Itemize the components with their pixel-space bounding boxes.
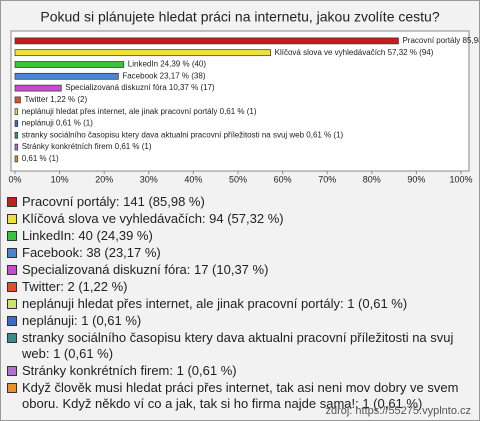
legend-label: Pracovní portály: 141 (85,98 %): [22, 194, 205, 209]
legend-item: Specializovaná diskuzní fóra: 17 (10,37 …: [7, 262, 473, 278]
legend-item: neplánuji hledat přes internet, ale jina…: [7, 296, 473, 312]
x-tick-label: 10%: [51, 174, 69, 184]
bar: [14, 108, 19, 116]
legend-swatch: [7, 282, 17, 292]
legend-swatch: [7, 383, 17, 393]
x-tick-label: 40%: [184, 174, 202, 184]
bar-label: stranky sociálního časopisu ktery dava a…: [22, 130, 344, 139]
legend: Pracovní portály: 141 (85,98 %) Klíčová s…: [7, 194, 473, 413]
legend-label: Když člověk musi hledat práci přes inter…: [22, 380, 459, 411]
plot: Pokud si plánujete hledat práci na inter…: [8, 9, 479, 185]
bar-label: Facebook 23,17 % (38): [122, 71, 205, 80]
bar-label: neplánuji hledat přes internet, ale jina…: [22, 107, 257, 116]
bar-label: LinkedIn 24,39 % (40): [128, 60, 207, 69]
bar-label: Twitter 1,22 % (2): [24, 95, 87, 104]
bar: [14, 37, 399, 45]
legend-item: Twitter: 2 (1,22 %): [7, 279, 473, 295]
bar: [14, 96, 21, 104]
bar: [14, 72, 119, 80]
x-tick-label: 90%: [407, 174, 425, 184]
legend-label: neplánuji hledat přes internet, ale jina…: [22, 296, 408, 311]
bar-label: Specializovaná diskuzní fóra 10,37 % (17…: [65, 83, 215, 92]
legend-swatch: [7, 333, 17, 343]
bar-label: neplánuji 0,61 % (1): [22, 119, 93, 128]
legend-label: Specializovaná diskuzní fóra: 17 (10,37 …: [22, 262, 269, 277]
legend-swatch: [7, 197, 17, 207]
legend-label: stranky sociálního časopisu ktery dava a…: [22, 330, 454, 361]
legend-label: Stránky konkrétních firem: 1 (0,61 %): [22, 363, 237, 378]
legend-item: Facebook: 38 (23,17 %): [7, 245, 473, 261]
source: zdroj: https://55275.vyplnto.cz: [325, 405, 471, 417]
legend-swatch: [7, 231, 17, 241]
x-tick-label: 100%: [449, 174, 472, 184]
legend-item: Když člověk musi hledat práci přes inter…: [7, 380, 473, 412]
bar: [14, 49, 271, 57]
legend-label: LinkedIn: 40 (24,39 %): [22, 228, 153, 243]
x-tick-label: 60%: [274, 174, 292, 184]
bar-label: Klíčová slova ve vyhledávačích 57,32 % (…: [275, 48, 434, 57]
legend-item: Pracovní portály: 141 (85,98 %): [7, 194, 473, 210]
legend-swatch: [7, 299, 17, 309]
legend-item: Klíčová slova ve vyhledávačích: 94 (57,3…: [7, 211, 473, 227]
bar: [14, 84, 62, 92]
x-tick-label: 50%: [229, 174, 247, 184]
legend-swatch: [7, 366, 17, 376]
chart-title: Pokud si plánujete hledat práci na inter…: [40, 9, 439, 25]
legend-item: stranky sociálního časopisu ktery dava a…: [7, 330, 473, 362]
legend-swatch: [7, 248, 17, 258]
bar-label: 0,61 % (1): [22, 154, 59, 163]
legend-item: LinkedIn: 40 (24,39 %): [7, 228, 473, 244]
bar: [14, 155, 19, 163]
bar: [14, 120, 19, 127]
x-tick-label: 20%: [95, 174, 113, 184]
legend-label: Twitter: 2 (1,22 %): [22, 279, 128, 294]
legend-item: Stránky konkrétních firem: 1 (0,61 %): [7, 363, 473, 379]
bar: [14, 131, 19, 139]
legend-item: neplánuji: 1 (0,61 %): [7, 313, 473, 329]
x-tick-label: 30%: [140, 174, 158, 184]
x-tick-label: 0%: [8, 174, 21, 184]
legend-swatch: [7, 316, 17, 326]
bar: [14, 61, 125, 68]
legend-swatch: [7, 214, 17, 224]
bar-label: Pracovní portály 85,98 % (141): [402, 36, 479, 45]
x-tick-label: 70%: [318, 174, 336, 184]
legend-label: Facebook: 38 (23,17 %): [22, 245, 161, 260]
legend-swatch: [7, 265, 17, 275]
bar-label: Stránky konkrétních firem 0,61 % (1): [22, 142, 152, 151]
bar: [14, 143, 19, 151]
x-tick-label: 80%: [363, 174, 381, 184]
legend-label: neplánuji: 1 (0,61 %): [22, 313, 142, 328]
legend-label: Klíčová slova ve vyhledávačích: 94 (57,3…: [22, 211, 284, 226]
